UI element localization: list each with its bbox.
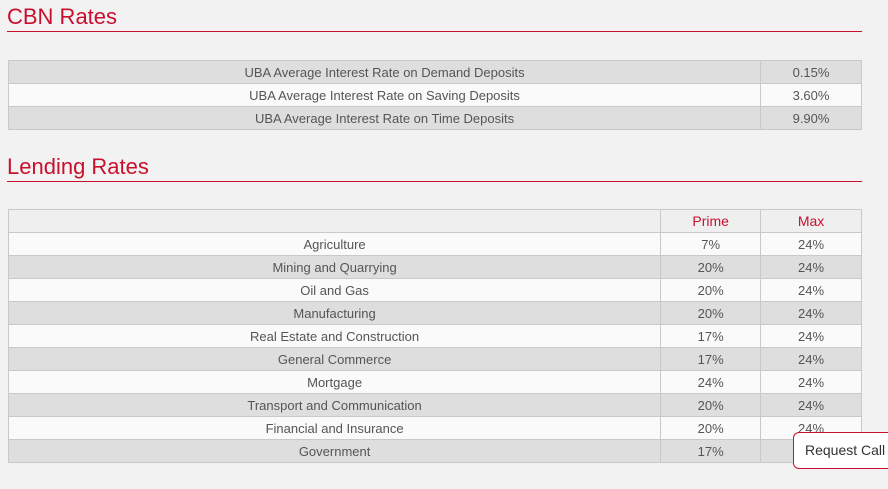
table-row: Financial and Insurance 20% 24% <box>7 416 862 440</box>
lending-table: Prime Max Agriculture 7% 24% Mining and Quar… <box>7 209 862 463</box>
row-label: UBA Average Interest Rate on Demand Depo… <box>7 60 762 84</box>
row-label: Agriculture <box>7 232 662 256</box>
row-label: Financial and Insurance <box>7 416 662 440</box>
row-label: Transport and Communication <box>7 393 662 417</box>
rate-cell: 20% <box>660 301 762 325</box>
rate-cell: 20% <box>660 393 762 417</box>
table-row: Transport and Communication 20% 24% <box>7 393 862 417</box>
rate-cell: 24% <box>760 255 862 279</box>
row-label: Oil and Gas <box>7 278 662 302</box>
rate-cell: 24% <box>760 278 862 302</box>
rate-cell: 17% <box>660 324 762 348</box>
rate-cell: 20% <box>660 416 762 440</box>
header-cell: Max <box>760 209 862 233</box>
rate-cell: 3.60% <box>760 83 862 107</box>
cbn-table: UBA Average Interest Rate on Demand Depo… <box>7 60 862 130</box>
table-row: Oil and Gas 20% 24% <box>7 278 862 302</box>
header-row: Prime Max <box>7 209 862 233</box>
header-cell: Prime <box>660 209 762 233</box>
request-call-button[interactable]: Request Call <box>793 432 888 469</box>
rate-cell: 24% <box>760 301 862 325</box>
table-row: Real Estate and Construction 17% 24% <box>7 324 862 348</box>
row-label: Real Estate and Construction <box>7 324 662 348</box>
title-rule <box>7 31 862 32</box>
table-row: General Commerce 17% 24% <box>7 347 862 371</box>
table-row: UBA Average Interest Rate on Time Deposi… <box>7 106 862 130</box>
rate-cell: 24% <box>760 393 862 417</box>
rate-cell: 17% <box>660 439 762 463</box>
rate-cell: 24% <box>760 370 862 394</box>
row-label: UBA Average Interest Rate on Saving Depo… <box>7 83 762 107</box>
section-title: Lending Rates <box>7 154 149 179</box>
table-row: Mortgage 24% 24% <box>7 370 862 394</box>
row-label: UBA Average Interest Rate on Time Deposi… <box>7 106 762 130</box>
rate-cell: 20% <box>660 278 762 302</box>
header-cell <box>7 209 662 233</box>
table-row: UBA Average Interest Rate on Demand Depo… <box>7 60 862 84</box>
title-rule <box>7 181 862 182</box>
rate-cell: 9.90% <box>760 106 862 130</box>
row-label: Manufacturing <box>7 301 662 325</box>
table-row: Mining and Quarrying 20% 24% <box>7 255 862 279</box>
rate-cell: 17% <box>660 347 762 371</box>
rate-cell: 7% <box>660 232 762 256</box>
row-label: General Commerce <box>7 347 662 371</box>
row-label: Government <box>7 439 662 463</box>
table-row: Agriculture 7% 24% <box>7 232 862 256</box>
rate-cell: 0.15% <box>760 60 862 84</box>
table-row: UBA Average Interest Rate on Saving Depo… <box>7 83 862 107</box>
section-title: CBN Rates <box>7 4 118 29</box>
rate-cell: 24% <box>760 347 862 371</box>
rate-cell: 20% <box>660 255 762 279</box>
rate-cell: 24% <box>660 370 762 394</box>
table-row: Manufacturing 20% 24% <box>7 301 862 325</box>
row-label: Mining and Quarrying <box>7 255 662 279</box>
row-label: Mortgage <box>7 370 662 394</box>
rate-cell: 24% <box>760 324 862 348</box>
rate-cell: 24% <box>760 232 862 256</box>
